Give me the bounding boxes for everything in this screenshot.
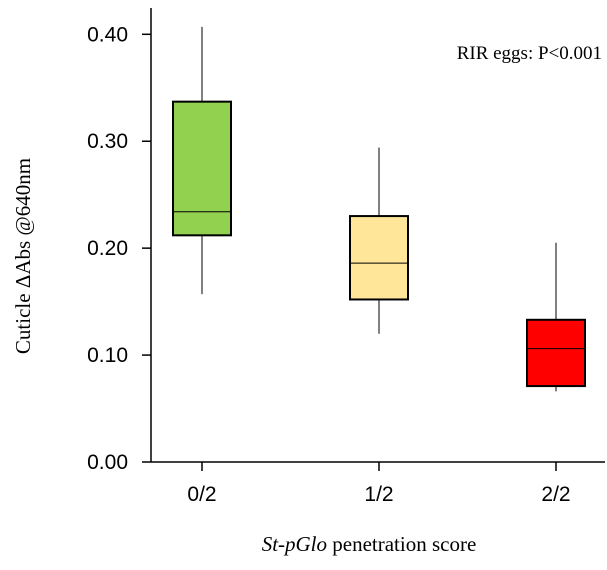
x-axis-title-italic: St-pGlo	[262, 532, 327, 556]
x-tick-label: 0/2	[187, 483, 216, 506]
x-axis-title: St-pGlo penetration score	[262, 532, 477, 556]
iqr-box	[526, 318, 586, 388]
x-tick-label: 2/2	[541, 483, 570, 506]
y-tick-label: 0.00	[87, 451, 128, 474]
axes: 0.00 0.10 0.20 0.30 0.40 0/2 1/2 2/2	[87, 8, 605, 506]
y-axis-title: Cuticle ΔAbs @640nm	[11, 158, 35, 354]
x-axis-title-rest: penetration score	[327, 532, 476, 556]
significance-annotation: RIR eggs: P<0.001	[457, 43, 602, 64]
iqr-box	[349, 215, 409, 301]
x-tick-label: 1/2	[364, 483, 393, 506]
y-tick-label: 0.40	[87, 23, 128, 46]
y-tick-label: 0.10	[87, 344, 128, 367]
box-1	[172, 26, 232, 295]
iqr-box	[172, 100, 232, 237]
box-2	[349, 147, 409, 334]
box-3	[526, 242, 586, 392]
y-tick-label: 0.30	[87, 130, 128, 153]
box-series	[172, 26, 586, 392]
y-tick-label: 0.20	[87, 237, 128, 260]
